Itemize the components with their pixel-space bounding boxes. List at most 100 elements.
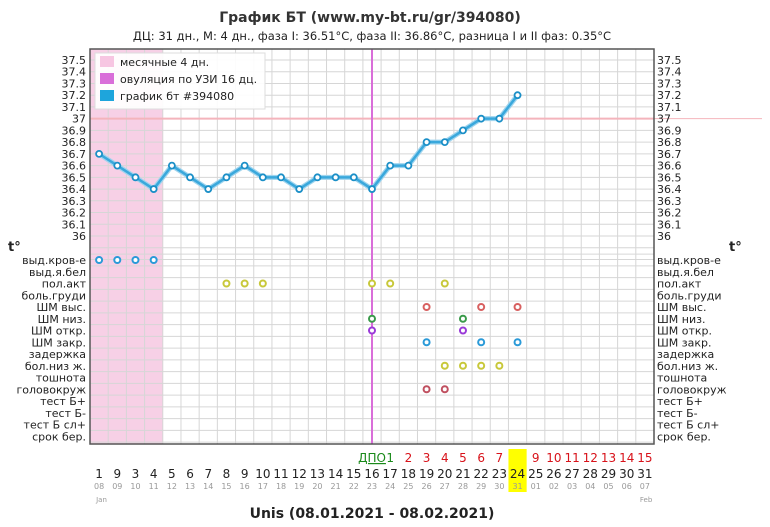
- symptom-label-right: тошнота: [657, 372, 707, 385]
- y-tick-right: 36.3: [657, 195, 682, 208]
- symptom-marker: [458, 326, 467, 335]
- symptom-marker: [258, 279, 267, 288]
- dpo-number: 11: [564, 451, 579, 465]
- symptom-marker: [477, 338, 486, 347]
- y-tick-right: 36.1: [657, 218, 682, 231]
- temperature-point: [149, 185, 158, 193]
- date-label: 27: [440, 482, 450, 491]
- date-label: 24: [385, 482, 395, 491]
- symptom-marker: [95, 256, 104, 264]
- cycle-day-label: 12: [292, 467, 307, 481]
- symptom-label-left: боль.груди: [21, 289, 86, 302]
- legend-label: месячные 4 дн.: [120, 56, 209, 69]
- current-day-highlight: [508, 449, 527, 492]
- y-tick-left: 37.5: [62, 54, 87, 67]
- cycle-day-label: 21: [455, 467, 470, 481]
- dpo-number: 13: [601, 451, 616, 465]
- symptom-label-left: срок бер.: [32, 430, 86, 443]
- cycle-day-label: 1: [95, 467, 103, 481]
- cycle-day-label: 25: [528, 467, 543, 481]
- symptom-label-left: тошнота: [36, 372, 86, 385]
- y-tick-left: 36.8: [62, 136, 87, 149]
- symptom-label-left: ШМ закр.: [32, 336, 86, 349]
- y-tick-left: 37.2: [62, 89, 87, 102]
- temperature-point: [386, 161, 395, 170]
- chart-footer: Unis (08.01.2021 - 08.02.2021): [250, 506, 495, 522]
- y-tick-right: 37.2: [657, 89, 682, 102]
- symptom-label-right: ШМ низ.: [657, 313, 705, 326]
- cycle-day-label: 29: [601, 467, 616, 481]
- date-label: 18: [276, 482, 286, 491]
- cycle-day-label: 6: [186, 467, 194, 481]
- cycle-day-label: 27: [564, 467, 579, 481]
- dpo-number: 3: [423, 451, 431, 465]
- chart-title: График БТ (www.my-bt.ru/gr/394080): [219, 10, 521, 26]
- cycle-day-label: 23: [492, 467, 507, 481]
- temperature-point: [204, 185, 213, 193]
- y-tick-left: 37.1: [62, 101, 87, 114]
- dpo-number: 15: [637, 451, 652, 465]
- symptom-marker: [149, 256, 158, 264]
- temperature-point: [459, 126, 467, 135]
- dpo-number: 2: [405, 451, 413, 465]
- symptom-label-left: выд.я.бел: [29, 266, 86, 279]
- temperature-point: [368, 185, 376, 193]
- date-label: 26: [421, 482, 431, 491]
- symptom-marker: [422, 338, 431, 347]
- symptom-marker: [513, 338, 522, 347]
- y-tick-right: 37: [657, 113, 671, 126]
- y-tick-right: 36.6: [657, 160, 682, 173]
- date-label: 03: [567, 482, 577, 491]
- legend-swatch: [100, 90, 114, 101]
- symptom-label-right: тест Б сл+: [657, 419, 719, 432]
- cycle-day-label: 15: [346, 467, 361, 481]
- temperature-point: [440, 138, 449, 147]
- temperature-point: [331, 173, 340, 182]
- symptom-label-right: выд.я.бел: [657, 266, 714, 279]
- symptom-marker: [368, 279, 376, 288]
- cycle-day-label: 30: [619, 467, 634, 481]
- y-tick-right: 36.9: [657, 124, 682, 137]
- legend-swatch: [100, 56, 114, 67]
- symptom-label-left: ШМ низ.: [38, 313, 86, 326]
- symptom-label-left: пол.акт: [42, 278, 87, 291]
- cycle-day-label: 11: [273, 467, 288, 481]
- y-tick-right: 36.4: [657, 183, 682, 196]
- temperature-point: [313, 173, 322, 182]
- cycle-day-label: 4: [150, 467, 158, 481]
- date-label: 19: [294, 482, 304, 491]
- cycle-day-label: 5: [168, 467, 176, 481]
- temperature-point: [495, 114, 504, 123]
- symptom-label-right: боль.груди: [657, 289, 722, 302]
- temperature-point: [258, 173, 267, 182]
- temperature-point: [113, 161, 122, 170]
- cycle-day-label: 17: [383, 467, 398, 481]
- date-label: 01: [531, 482, 541, 491]
- cycle-day-label: 18: [401, 467, 416, 481]
- symptom-label-left: ШМ выс.: [37, 301, 86, 314]
- dpo-number: 12: [583, 451, 598, 465]
- symptom-marker: [222, 279, 231, 288]
- cycle-day-label: 26: [546, 467, 561, 481]
- date-label: 06: [622, 482, 632, 491]
- symptom-label-right: ШМ закр.: [657, 336, 711, 349]
- y-tick-right: 36: [657, 230, 671, 243]
- cycle-day-label: 13: [310, 467, 325, 481]
- symptom-label-right: ШМ откр.: [657, 325, 712, 338]
- symptom-label-left: выд.кров-е: [22, 254, 86, 267]
- symptom-label-left: ШМ откр.: [31, 325, 86, 338]
- symptom-marker: [422, 303, 431, 311]
- date-label: 20: [312, 482, 322, 491]
- y-tick-left: 36.6: [62, 160, 87, 173]
- symptom-label-right: тест Б-: [657, 407, 698, 420]
- temperature-point: [349, 173, 358, 182]
- dpo-number: 14: [619, 451, 634, 465]
- cycle-day-label: 20: [437, 467, 452, 481]
- temperature-point: [95, 149, 103, 158]
- symptom-marker: [440, 279, 449, 288]
- symptom-label-right: головокруж: [657, 383, 727, 396]
- date-label: 25: [403, 482, 413, 491]
- date-label: 11: [149, 482, 159, 491]
